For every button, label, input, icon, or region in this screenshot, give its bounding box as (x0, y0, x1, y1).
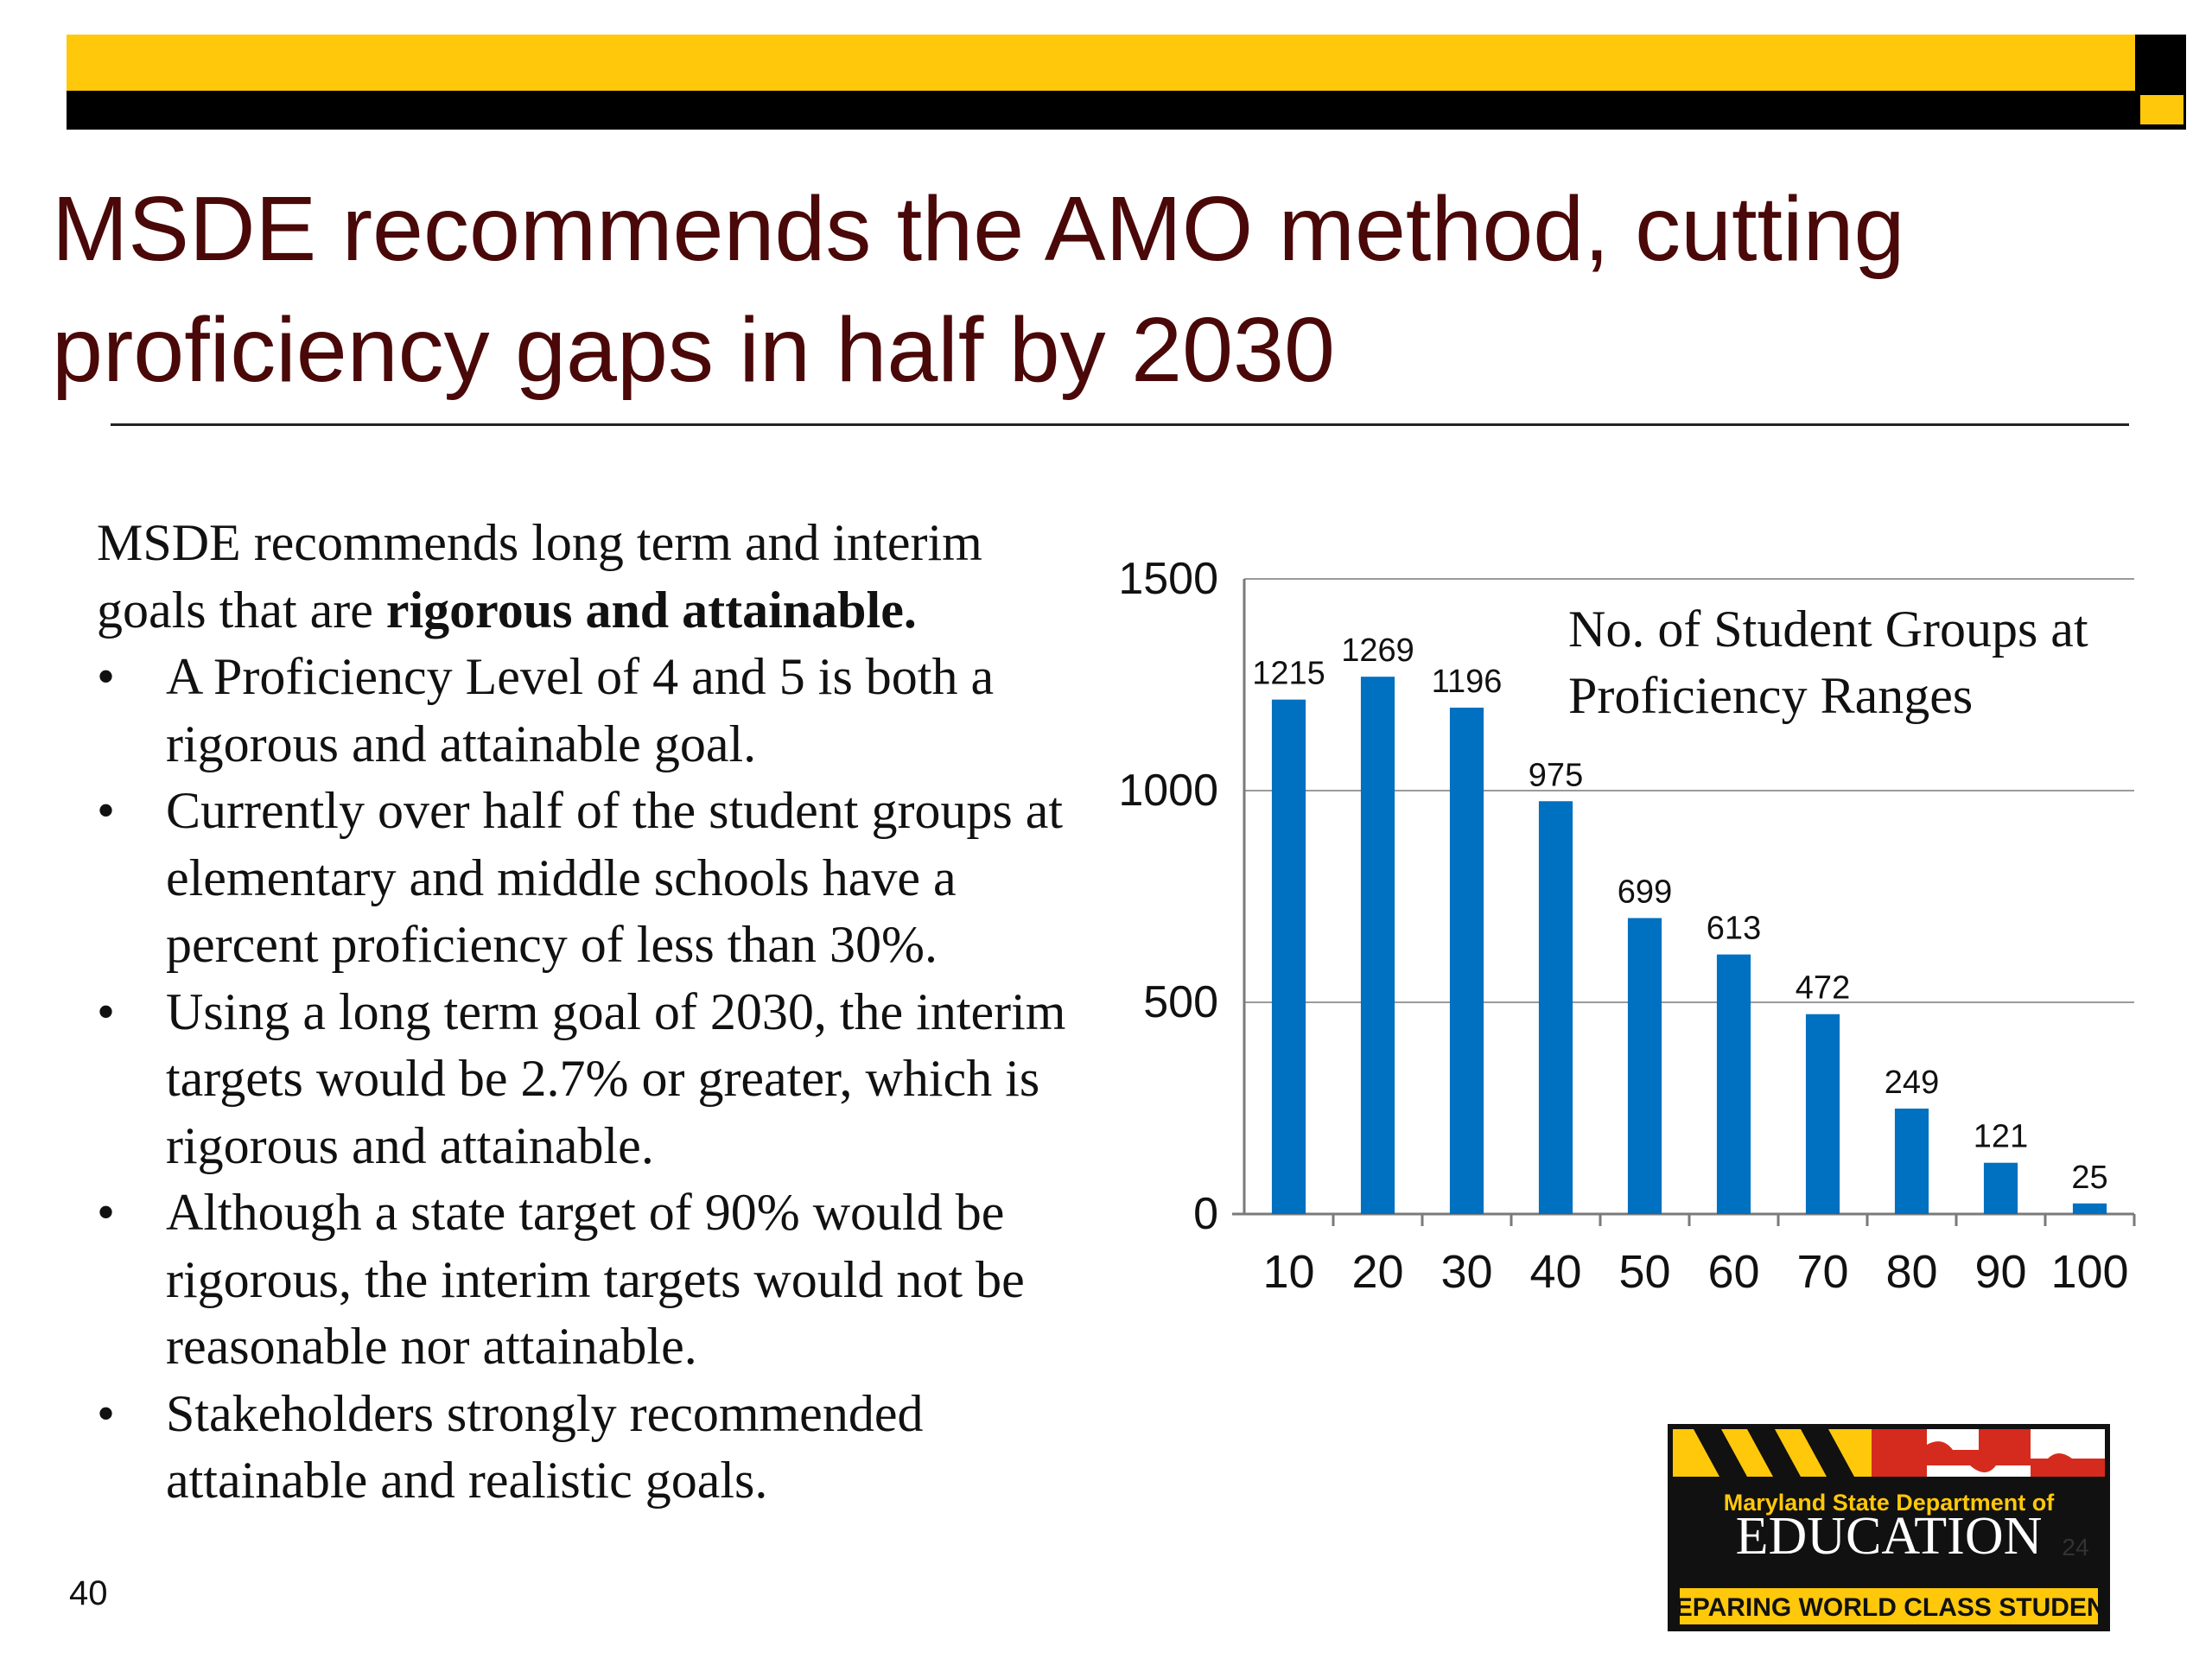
data-label: 975 (1529, 757, 1583, 793)
bullet-item: • A Proficiency Level of 4 and 5 is both … (97, 644, 1099, 778)
bullet-item: • Using a long term goal of 2030, the int… (97, 979, 1099, 1180)
data-label: 25 (2071, 1160, 2107, 1196)
logo-tagline-band (1680, 1588, 2098, 1624)
intro-text: MSDE recommends long term and interim go… (97, 514, 982, 639)
x-tick-label: 70 (1796, 1246, 1848, 1298)
logo-line1: Maryland State Department of (1724, 1490, 2056, 1516)
bar (1449, 707, 1484, 1214)
logo-flag-red (1872, 1429, 2105, 1477)
x-tick-label: 40 (1529, 1246, 1581, 1298)
x-tick-label: 90 (1974, 1246, 2026, 1298)
x-tick-label: 30 (1440, 1246, 1492, 1298)
x-tick-label: 100 (2050, 1246, 2128, 1298)
banner-corner-square (2140, 95, 2183, 124)
x-tick-label: 60 (1707, 1246, 1759, 1298)
banner-black-stripe (67, 91, 2135, 130)
data-label: 613 (1707, 911, 1761, 947)
y-tick-label: 1000 (1118, 766, 1218, 816)
bullet-text: A Proficiency Level of 4 and 5 is both a… (166, 648, 995, 772)
bullet-item: • Stakeholders strongly recommended attai… (97, 1381, 1099, 1515)
data-label: 1196 (1432, 664, 1503, 700)
bullet-text: Currently over half of the student group… (166, 782, 1064, 973)
x-tick-label: 20 (1351, 1246, 1403, 1298)
bullet-dot: • (97, 782, 116, 839)
intro-bold-text: rigorous and attainable. (385, 581, 917, 639)
msde-logo: Maryland State Department of EDUCATION 2… (1668, 1424, 2110, 1631)
bullet-text: Using a long term goal of 2030, the inte… (166, 982, 1066, 1174)
bar (1627, 918, 1662, 1214)
bullet-item: • Although a state target of 90% would be… (97, 1179, 1099, 1381)
bullet-item: • Currently over half of the student grou… (97, 778, 1099, 979)
bar-chart: 0 500 1000 1500 1215 10 1269 20 1196 30 975 40 699 50… (1118, 554, 2136, 1298)
bar (1805, 1014, 1840, 1214)
bullet-dot: • (97, 1384, 116, 1442)
data-label: 1215 (1252, 656, 1325, 692)
banner-yellow-stripe (67, 35, 2135, 91)
data-label: 1269 (1341, 632, 1414, 669)
logo-overlap-number: 24 (2062, 1534, 2088, 1560)
bullet-list: • A Proficiency Level of 4 and 5 is both … (97, 644, 1099, 1515)
bullet-dot: • (97, 982, 116, 1040)
bar (1716, 954, 1751, 1214)
bar (1271, 699, 1306, 1214)
y-tick-label: 1500 (1118, 554, 1218, 604)
data-label: 472 (1796, 970, 1850, 1007)
x-tick-label: 50 (1618, 1246, 1670, 1298)
bullet-text: Stakeholders strongly recommended attain… (166, 1384, 924, 1510)
bullet-dot: • (97, 648, 116, 705)
bullet-dot: • (97, 1184, 116, 1241)
title-divider (111, 423, 2129, 426)
slide-body: MSDE recommends long term and interim go… (97, 510, 1099, 1515)
x-tick-label: 10 (1262, 1246, 1314, 1298)
logo-flag-stripes (1694, 1429, 1854, 1477)
header-banner (67, 35, 2186, 130)
chart-title: No. of Student Groups at Proficiency Ran… (1568, 601, 2088, 724)
bar (1894, 1108, 1929, 1214)
intro-paragraph: MSDE recommends long term and interim go… (97, 510, 1099, 644)
bar (1360, 677, 1395, 1214)
data-label: 699 (1618, 874, 1672, 910)
bar (2072, 1203, 2107, 1214)
logo-line2: EDUCATION (1736, 1507, 2043, 1566)
page-number: 40 (69, 1574, 108, 1612)
data-label: 121 (1974, 1119, 2028, 1155)
data-label: 249 (1885, 1065, 1939, 1101)
slide-title: MSDE recommends the AMO method, cutting … (52, 178, 1905, 401)
x-tick-label: 80 (1885, 1246, 1937, 1298)
banner-corner-block (2135, 35, 2186, 130)
bullet-text: Although a state target of 90% would be … (166, 1184, 1025, 1375)
y-tick-label: 0 (1193, 1189, 1218, 1239)
bar (1538, 801, 1573, 1214)
bar (1983, 1162, 2018, 1214)
y-tick-label: 500 (1143, 977, 1218, 1027)
logo-line3: PREPARING WORLD CLASS STUDENTS (1668, 1593, 2110, 1622)
